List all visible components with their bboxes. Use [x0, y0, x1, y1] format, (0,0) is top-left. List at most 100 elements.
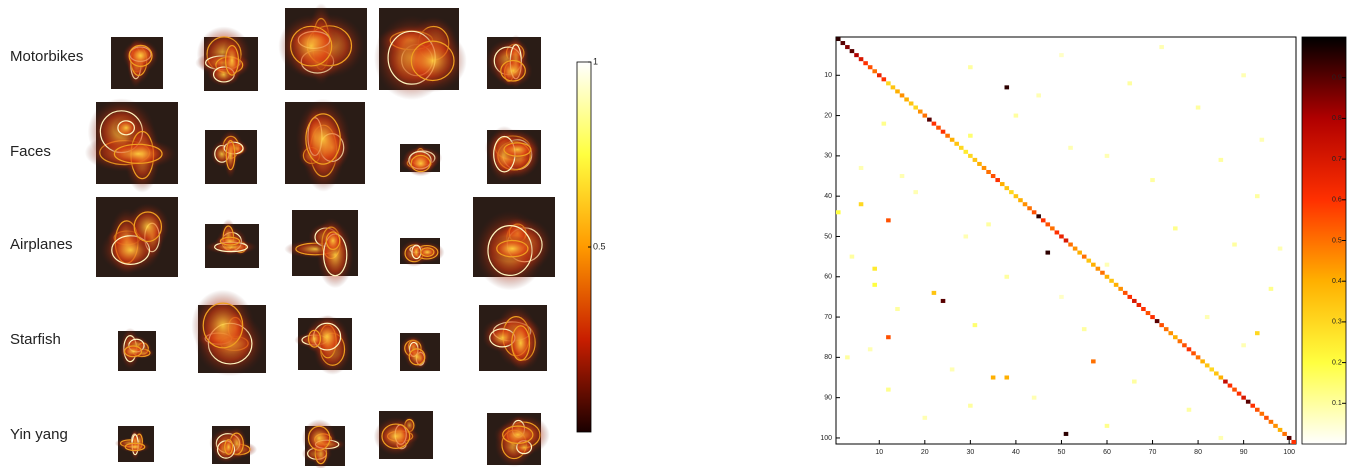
cell — [1223, 379, 1228, 384]
cell — [1291, 439, 1296, 444]
cell — [1277, 427, 1283, 432]
cell — [858, 165, 864, 170]
cell — [1004, 85, 1010, 90]
part-blob — [322, 226, 344, 255]
part-blob — [223, 131, 238, 179]
part-outline — [224, 439, 234, 455]
x-tick-label: 20 — [921, 449, 929, 456]
part-blob — [221, 36, 243, 84]
cell — [886, 218, 891, 223]
part-outline — [503, 142, 532, 157]
cell — [1277, 246, 1283, 251]
cell — [1104, 153, 1110, 158]
cell — [1127, 294, 1133, 299]
part-outline — [420, 247, 435, 257]
part-blob — [409, 241, 424, 263]
cell — [1045, 250, 1051, 255]
cell — [1072, 246, 1078, 251]
tick-label: 1 — [593, 56, 598, 66]
part-blob — [295, 98, 351, 180]
cell — [849, 49, 855, 54]
colorbar — [1301, 36, 1347, 445]
cell — [936, 125, 941, 130]
cell — [1022, 202, 1028, 207]
cell — [1218, 375, 1224, 380]
cell — [1013, 194, 1019, 199]
cell — [1245, 399, 1251, 404]
part-blob — [122, 39, 159, 73]
cell — [1227, 383, 1233, 388]
cell — [1236, 391, 1242, 396]
part-blob — [487, 235, 538, 262]
part-outline — [133, 211, 163, 243]
cell — [1136, 302, 1142, 307]
cell — [999, 182, 1005, 187]
part-blob — [119, 441, 151, 453]
cell — [1232, 387, 1237, 392]
part-blob — [304, 325, 325, 353]
cell — [886, 335, 891, 340]
part-blob — [405, 150, 437, 177]
cell — [1282, 431, 1287, 436]
cell — [1104, 262, 1110, 267]
cell — [1036, 93, 1041, 98]
cell — [1163, 327, 1169, 332]
cell — [977, 161, 982, 166]
cell — [1259, 411, 1265, 416]
cell — [867, 347, 873, 352]
x-tick-label: 100 — [1283, 449, 1295, 456]
y-tick-label: 20 — [824, 112, 832, 119]
part-blob — [506, 315, 535, 371]
cell — [1104, 423, 1110, 428]
cell — [1127, 81, 1133, 86]
cell — [1268, 286, 1274, 291]
cell — [1268, 419, 1274, 424]
cell — [1091, 262, 1096, 267]
cell — [1209, 367, 1215, 372]
cell — [1018, 198, 1023, 203]
colorbar-tick-label: 0.9 — [1332, 75, 1342, 82]
cell — [1063, 238, 1069, 243]
part-outline — [225, 140, 236, 171]
cell — [949, 367, 955, 372]
part-blob — [112, 116, 140, 140]
cell — [986, 169, 991, 175]
cell — [845, 355, 850, 360]
cell — [913, 190, 918, 195]
cell — [1241, 73, 1246, 78]
cell — [1050, 226, 1055, 231]
cell — [858, 57, 864, 62]
cell — [990, 174, 996, 179]
cell — [1241, 343, 1246, 348]
part-outline — [500, 59, 526, 82]
cell — [1200, 359, 1205, 364]
part-blob — [416, 245, 438, 259]
cell — [1204, 315, 1210, 320]
cell — [1204, 363, 1210, 368]
x-tick-label: 80 — [1194, 449, 1202, 456]
y-tick-label: 60 — [824, 274, 832, 281]
part-outline — [124, 442, 146, 452]
cell — [968, 65, 973, 70]
cell — [895, 306, 900, 312]
cell — [968, 133, 973, 138]
cell — [1091, 359, 1096, 364]
x-tick-label: 10 — [875, 449, 883, 456]
part-blob — [373, 416, 418, 456]
cell — [1214, 371, 1219, 376]
part-outline — [124, 345, 143, 358]
y-tick-label: 80 — [824, 354, 832, 361]
cell — [1036, 214, 1041, 219]
cell — [995, 178, 1000, 183]
y-tick-label: 10 — [824, 72, 832, 79]
cell — [1259, 137, 1265, 142]
part-blob — [278, 14, 344, 78]
cell — [922, 415, 928, 420]
cell — [836, 210, 841, 215]
cell — [1068, 242, 1073, 247]
cell — [1118, 286, 1123, 291]
cell — [1159, 45, 1164, 50]
row-label: Airplanes — [10, 236, 73, 253]
cell — [1182, 343, 1187, 348]
